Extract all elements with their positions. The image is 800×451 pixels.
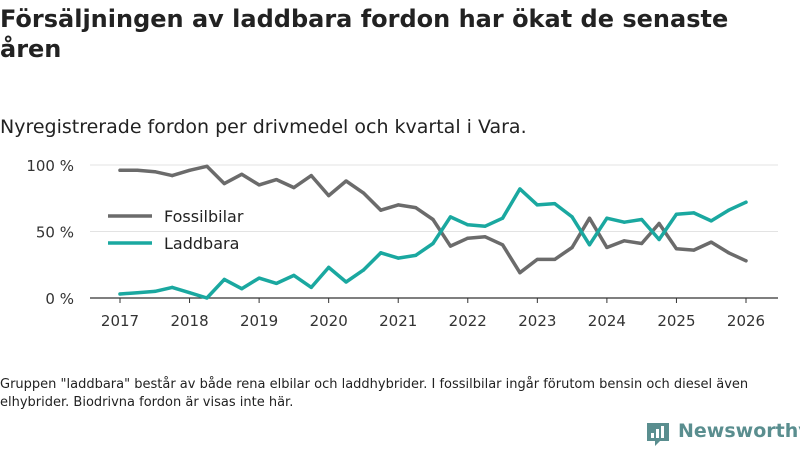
data-point-laddbara	[657, 237, 661, 242]
data-point-fossilbilar	[396, 203, 400, 207]
data-point-fossilbilar	[553, 257, 557, 262]
data-point-fossilbilar	[187, 168, 192, 172]
data-point-fossilbilar	[500, 243, 505, 247]
chart-title: Försäljningen av laddbara fordon har öka…	[0, 5, 729, 63]
data-point-fossilbilar	[240, 172, 244, 176]
data-point-laddbara	[692, 211, 696, 215]
data-point-laddbara	[170, 285, 174, 289]
data-point-laddbara	[709, 219, 713, 223]
data-point-laddbara	[327, 265, 331, 270]
data-point-laddbara	[674, 212, 679, 216]
data-point-laddbara	[240, 287, 244, 291]
data-point-fossilbilar	[640, 241, 644, 246]
data-point-fossilbilar	[587, 216, 592, 220]
data-point-fossilbilar	[535, 257, 539, 262]
data-point-fossilbilar	[379, 208, 383, 212]
footnote: Gruppen "laddbara" består av både rena e…	[0, 377, 749, 410]
data-point-laddbara	[605, 216, 609, 220]
data-point-fossilbilar	[448, 244, 452, 248]
x-tick-label: 2026	[727, 312, 765, 330]
x-tick-label: 2017	[101, 312, 139, 330]
y-tick-label: 100 %	[26, 157, 74, 175]
data-point-fossilbilar	[327, 193, 331, 198]
x-tick-label: 2018	[170, 312, 208, 330]
data-point-laddbara	[361, 268, 366, 272]
data-point-laddbara	[727, 208, 731, 212]
x-tick-label: 2019	[240, 312, 278, 330]
data-point-fossilbilar	[292, 186, 296, 190]
data-point-laddbara	[640, 217, 644, 222]
data-point-laddbara	[518, 187, 522, 191]
data-point-fossilbilar	[605, 245, 609, 250]
data-point-laddbara	[187, 291, 192, 295]
data-point-fossilbilar	[570, 245, 574, 250]
data-point-laddbara	[587, 243, 592, 247]
data-point-fossilbilar	[709, 240, 713, 244]
data-point-laddbara	[431, 241, 435, 246]
data-point-fossilbilar	[274, 178, 279, 182]
data-point-fossilbilar	[309, 174, 313, 178]
x-tick-label: 2025	[657, 312, 695, 330]
data-point-fossilbilar	[170, 174, 174, 178]
data-point-laddbara	[309, 285, 313, 289]
x-tick-label: 2022	[449, 312, 487, 330]
data-point-laddbara	[535, 203, 539, 207]
data-point-laddbara	[222, 277, 226, 281]
x-tick-label: 2020	[310, 312, 348, 330]
data-point-laddbara	[344, 280, 348, 284]
data-point-laddbara	[553, 201, 557, 206]
data-point-fossilbilar	[361, 191, 366, 195]
newsworthy-logo[interactable]: Newsworthy	[644, 419, 800, 447]
data-point-fossilbilar	[431, 217, 435, 222]
data-point-laddbara	[205, 296, 209, 300]
data-point-fossilbilar	[657, 221, 661, 226]
data-point-laddbara	[396, 256, 400, 260]
data-point-laddbara	[466, 223, 470, 227]
data-point-fossilbilar	[153, 170, 157, 174]
x-tick-label: 2024	[588, 312, 626, 330]
data-point-laddbara	[153, 289, 157, 293]
data-point-laddbara	[570, 215, 574, 219]
data-point-fossilbilar	[483, 235, 487, 239]
data-point-laddbara	[274, 281, 279, 285]
y-tick-label: 50 %	[36, 224, 74, 242]
data-point-laddbara	[448, 215, 452, 219]
legend-label-fossilbilar: Fossilbilar	[164, 207, 244, 226]
data-point-fossilbilar	[257, 183, 261, 187]
data-point-fossilbilar	[466, 236, 470, 240]
x-tick-label: 2023	[518, 312, 556, 330]
line-chart: 0 % 50 % 100 % 2017 2018 2019 2020 2021 2022 2023…	[26, 157, 778, 330]
data-point-laddbara	[414, 253, 418, 258]
data-point-laddbara	[483, 224, 487, 228]
data-point-fossilbilar	[727, 251, 731, 255]
data-point-fossilbilar	[118, 168, 122, 172]
data-point-laddbara	[500, 216, 505, 220]
data-point-laddbara	[118, 292, 122, 296]
brand-name: Newsworthy	[678, 420, 800, 442]
y-tick-label: 0 %	[45, 290, 74, 308]
data-point-fossilbilar	[222, 182, 226, 186]
legend-label-laddbara: Laddbara	[164, 234, 239, 253]
data-point-fossilbilar	[344, 179, 348, 183]
x-tick-label: 2021	[379, 312, 417, 330]
data-point-laddbara	[622, 220, 626, 224]
data-point-laddbara	[292, 273, 296, 277]
data-point-fossilbilar	[205, 164, 209, 168]
data-point-fossilbilar	[414, 205, 418, 210]
data-point-laddbara	[744, 200, 748, 204]
data-point-laddbara	[257, 276, 261, 280]
data-point-fossilbilar	[674, 247, 679, 251]
data-point-fossilbilar	[622, 239, 626, 243]
newsworthy-logo-icon	[647, 423, 669, 446]
data-point-fossilbilar	[135, 168, 139, 172]
data-point-fossilbilar	[518, 271, 522, 275]
chart-subtitle: Nyregistrerade fordon per drivmedel och …	[0, 116, 527, 138]
data-point-fossilbilar	[692, 248, 696, 252]
data-point-laddbara	[379, 251, 383, 255]
data-point-fossilbilar	[744, 259, 748, 263]
data-point-laddbara	[135, 291, 139, 295]
